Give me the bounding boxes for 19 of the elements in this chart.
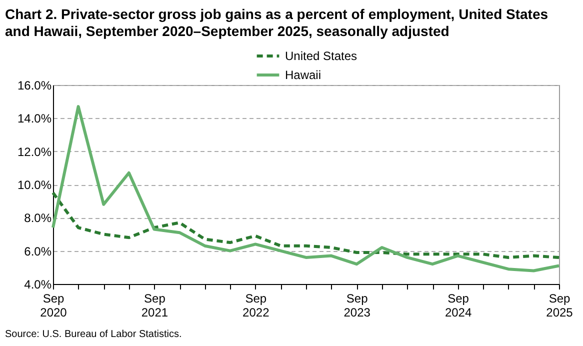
source-note: Source: U.S. Bureau of Labor Statistics. [5, 329, 182, 340]
x-tick-label: Sep 2021 [141, 292, 168, 320]
legend-label: Hawaii [285, 68, 322, 82]
y-tick-label: 12.0% [17, 144, 52, 159]
y-tick-label: 14.0% [17, 112, 52, 126]
x-tick-label: Sep 2023 [344, 292, 371, 320]
chart-title: Chart 2. Private-sector gross job gains as a percent of employment, United States and Hawaii, September 2020–September 2025, seasonally adjusted [5, 6, 548, 39]
x-tick-label: Sep 2022 [242, 292, 270, 320]
y-tick-label: 10.0% [17, 178, 52, 192]
legend-label: United States [285, 49, 358, 63]
line-series [52, 105, 560, 272]
y-tick-label: 6.0% [24, 244, 52, 258]
x-tick-label: Sep 2024 [444, 292, 472, 320]
y-tick-label: 4.0% [24, 278, 52, 292]
x-tick-label: Sep 2025 [546, 292, 574, 320]
y-tick-label: 8.0% [24, 211, 52, 226]
x-tick-label: Sep 2020 [40, 292, 68, 320]
y-tick-label: 16.0% [17, 78, 52, 92]
line-series [52, 191, 560, 259]
